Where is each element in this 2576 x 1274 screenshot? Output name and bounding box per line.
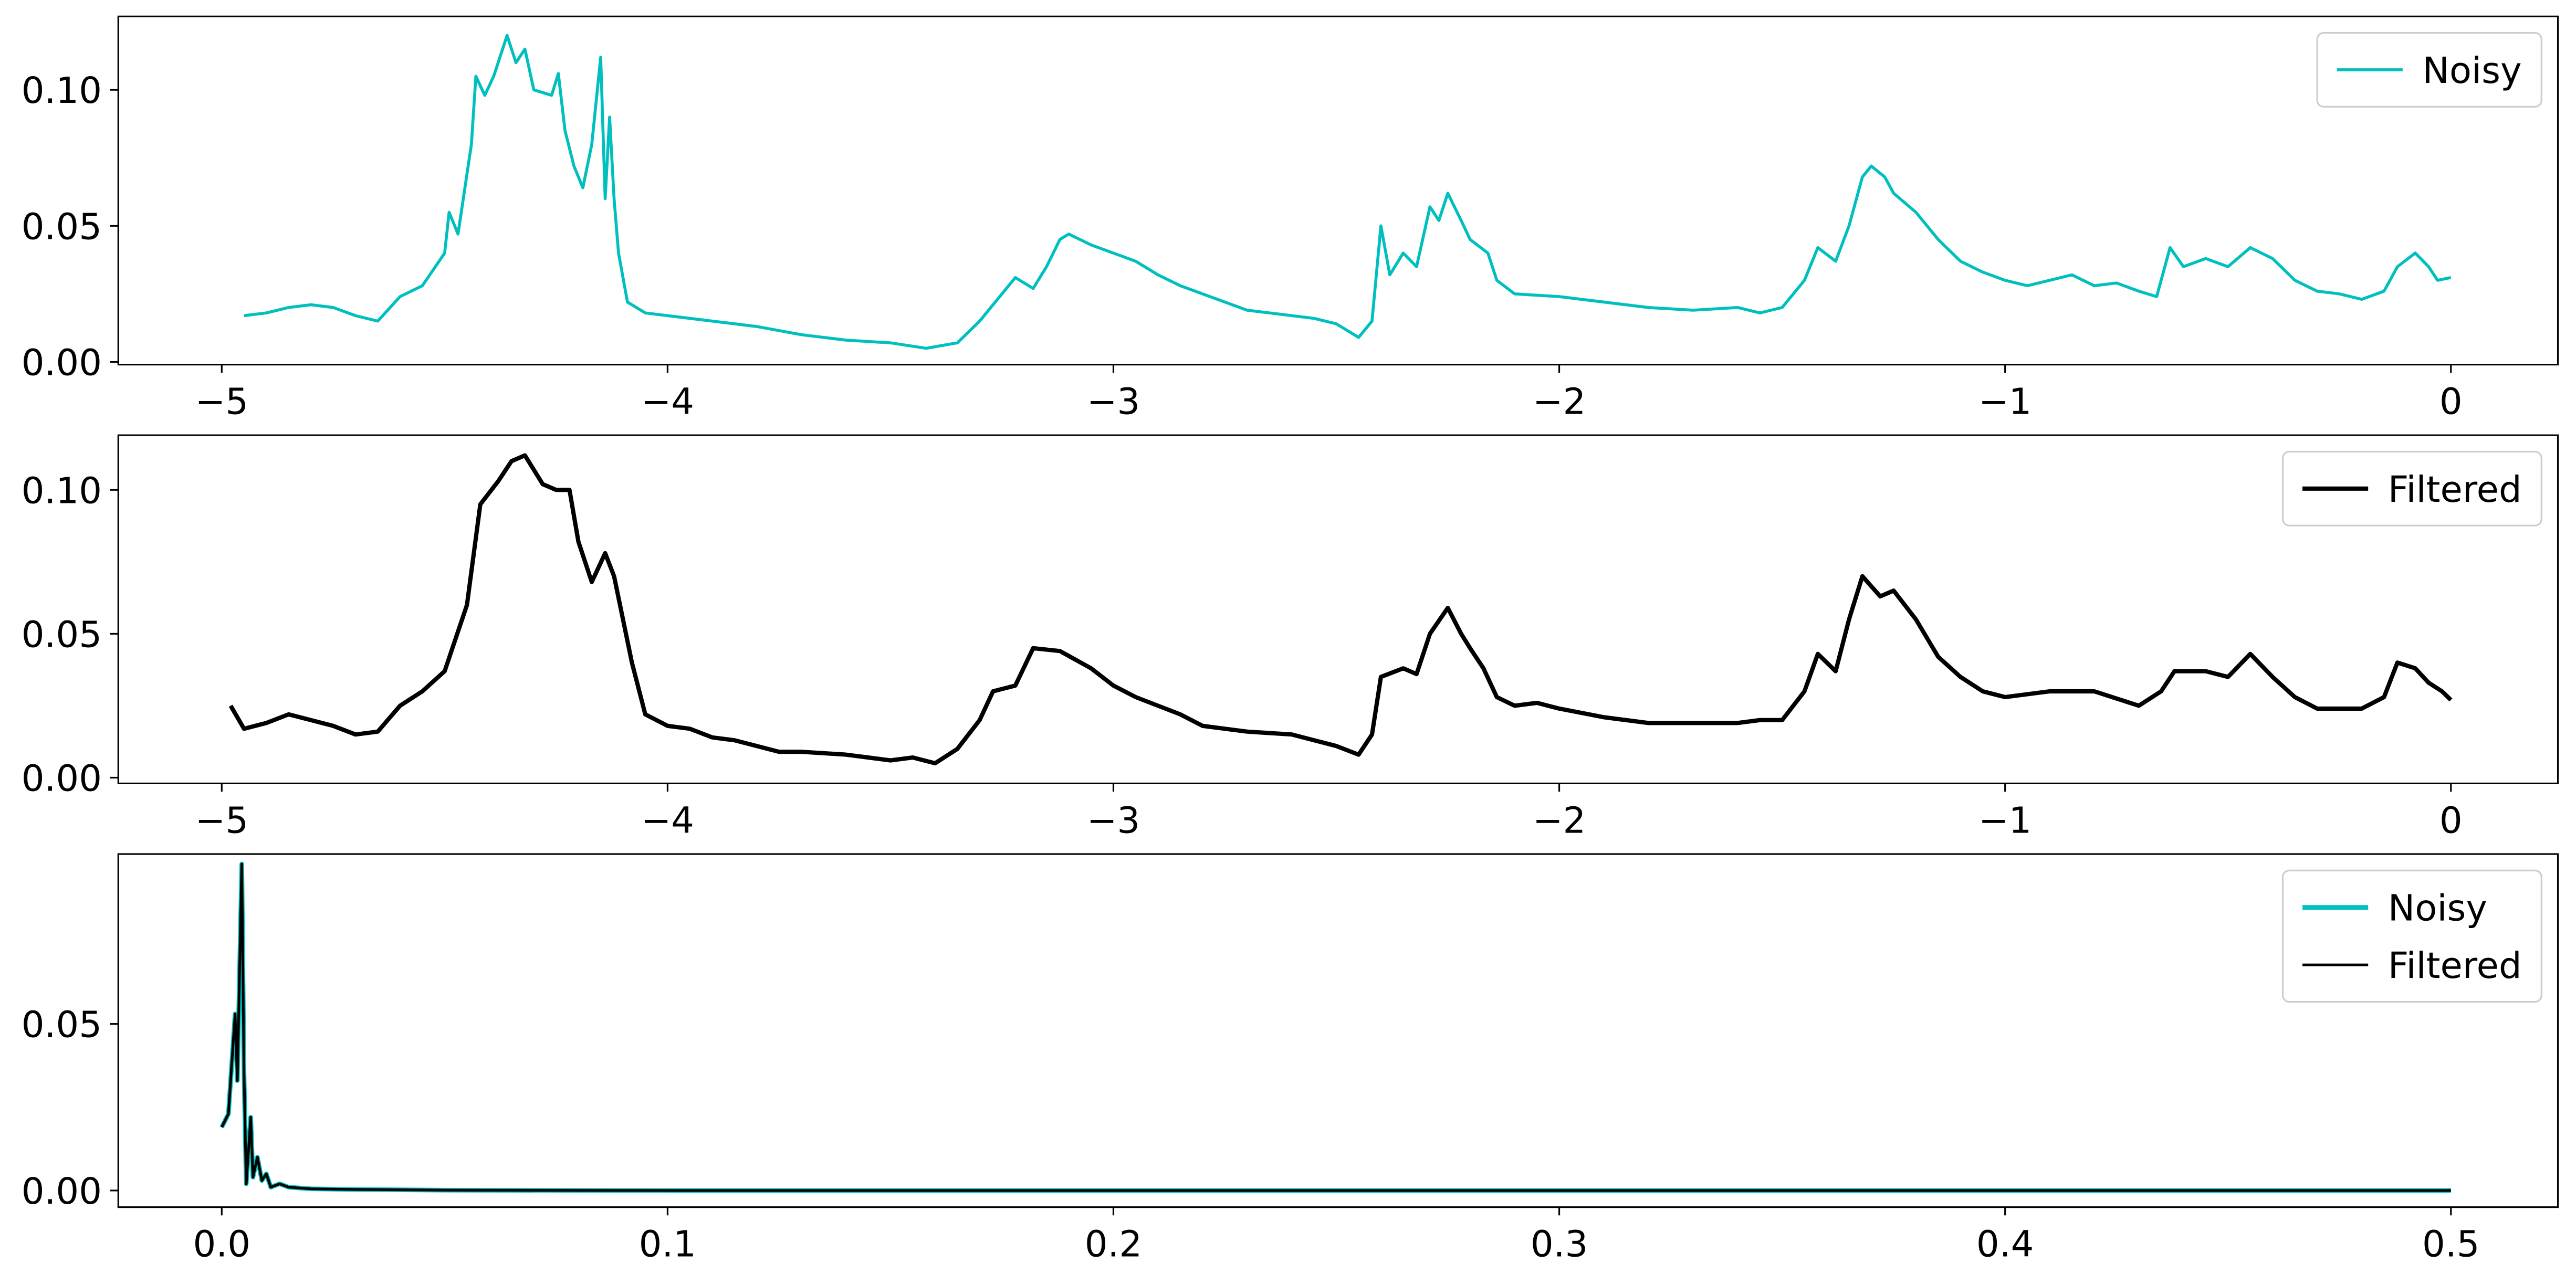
axes-frame — [117, 434, 2559, 784]
legend: Filtered — [2281, 450, 2542, 527]
y-tick-label: 0.05 — [22, 614, 102, 656]
y-tick-label: 0.05 — [22, 206, 102, 248]
legend: Noisy — [2316, 32, 2542, 108]
subplot: −5 −4 −3 −2 −1 0 0.00 0.05 0.10 Noisy — [22, 15, 2559, 423]
series-line — [221, 862, 2451, 1192]
y-tick-label: 0.00 — [22, 757, 102, 799]
x-tick-label: 0.2 — [1085, 1224, 1142, 1266]
series-line — [244, 34, 2452, 350]
y-tick-label: 0.10 — [22, 70, 102, 112]
legend-label: Filtered — [2388, 469, 2522, 511]
x-tick-label: −3 — [1087, 381, 1140, 423]
legend-label: Filtered — [2388, 945, 2522, 987]
x-tick-label: 0 — [2439, 799, 2463, 841]
axes-frame — [117, 15, 2559, 366]
legend: Noisy Filtered — [2281, 869, 2542, 1003]
x-tick-label: −3 — [1087, 799, 1140, 841]
legend-frame — [2281, 869, 2542, 1003]
x-tick-label: 0.0 — [193, 1224, 250, 1266]
axes-frame — [117, 853, 2559, 1208]
x-tick-label: −1 — [1978, 381, 2032, 423]
x-tick-label: −4 — [641, 381, 694, 423]
x-tick-label: 0.5 — [2422, 1224, 2479, 1266]
x-tick-label: 0.3 — [1531, 1224, 1588, 1266]
y-tick-label: 0.10 — [22, 470, 102, 512]
x-tick-label: 0 — [2439, 381, 2463, 423]
y-tick-label: 0.00 — [22, 342, 102, 384]
y-tick-label: 0.05 — [22, 1004, 102, 1046]
subplot: 0.0 0.1 0.2 0.3 0.4 0.5 0.00 0.05 Noisy Filtered — [22, 853, 2559, 1266]
legend-frame — [2316, 32, 2542, 108]
x-tick-label: −5 — [195, 799, 248, 841]
legend-label: Noisy — [2422, 50, 2521, 92]
x-tick-label: 0.1 — [639, 1224, 696, 1266]
subplot: −5 −4 −3 −2 −1 0 0.00 0.05 0.10 Filtered — [22, 434, 2559, 841]
series-line — [219, 861, 2451, 1193]
x-tick-label: −4 — [641, 799, 694, 841]
x-tick-label: 0.4 — [1976, 1224, 2034, 1266]
x-tick-label: −2 — [1533, 799, 1586, 841]
x-tick-label: −2 — [1533, 381, 1586, 423]
legend-label: Noisy — [2388, 888, 2487, 930]
x-tick-label: −5 — [195, 381, 248, 423]
legend-frame — [2281, 450, 2542, 527]
series-line — [228, 453, 2453, 766]
y-tick-label: 0.00 — [22, 1171, 102, 1213]
x-tick-label: −1 — [1978, 799, 2032, 841]
